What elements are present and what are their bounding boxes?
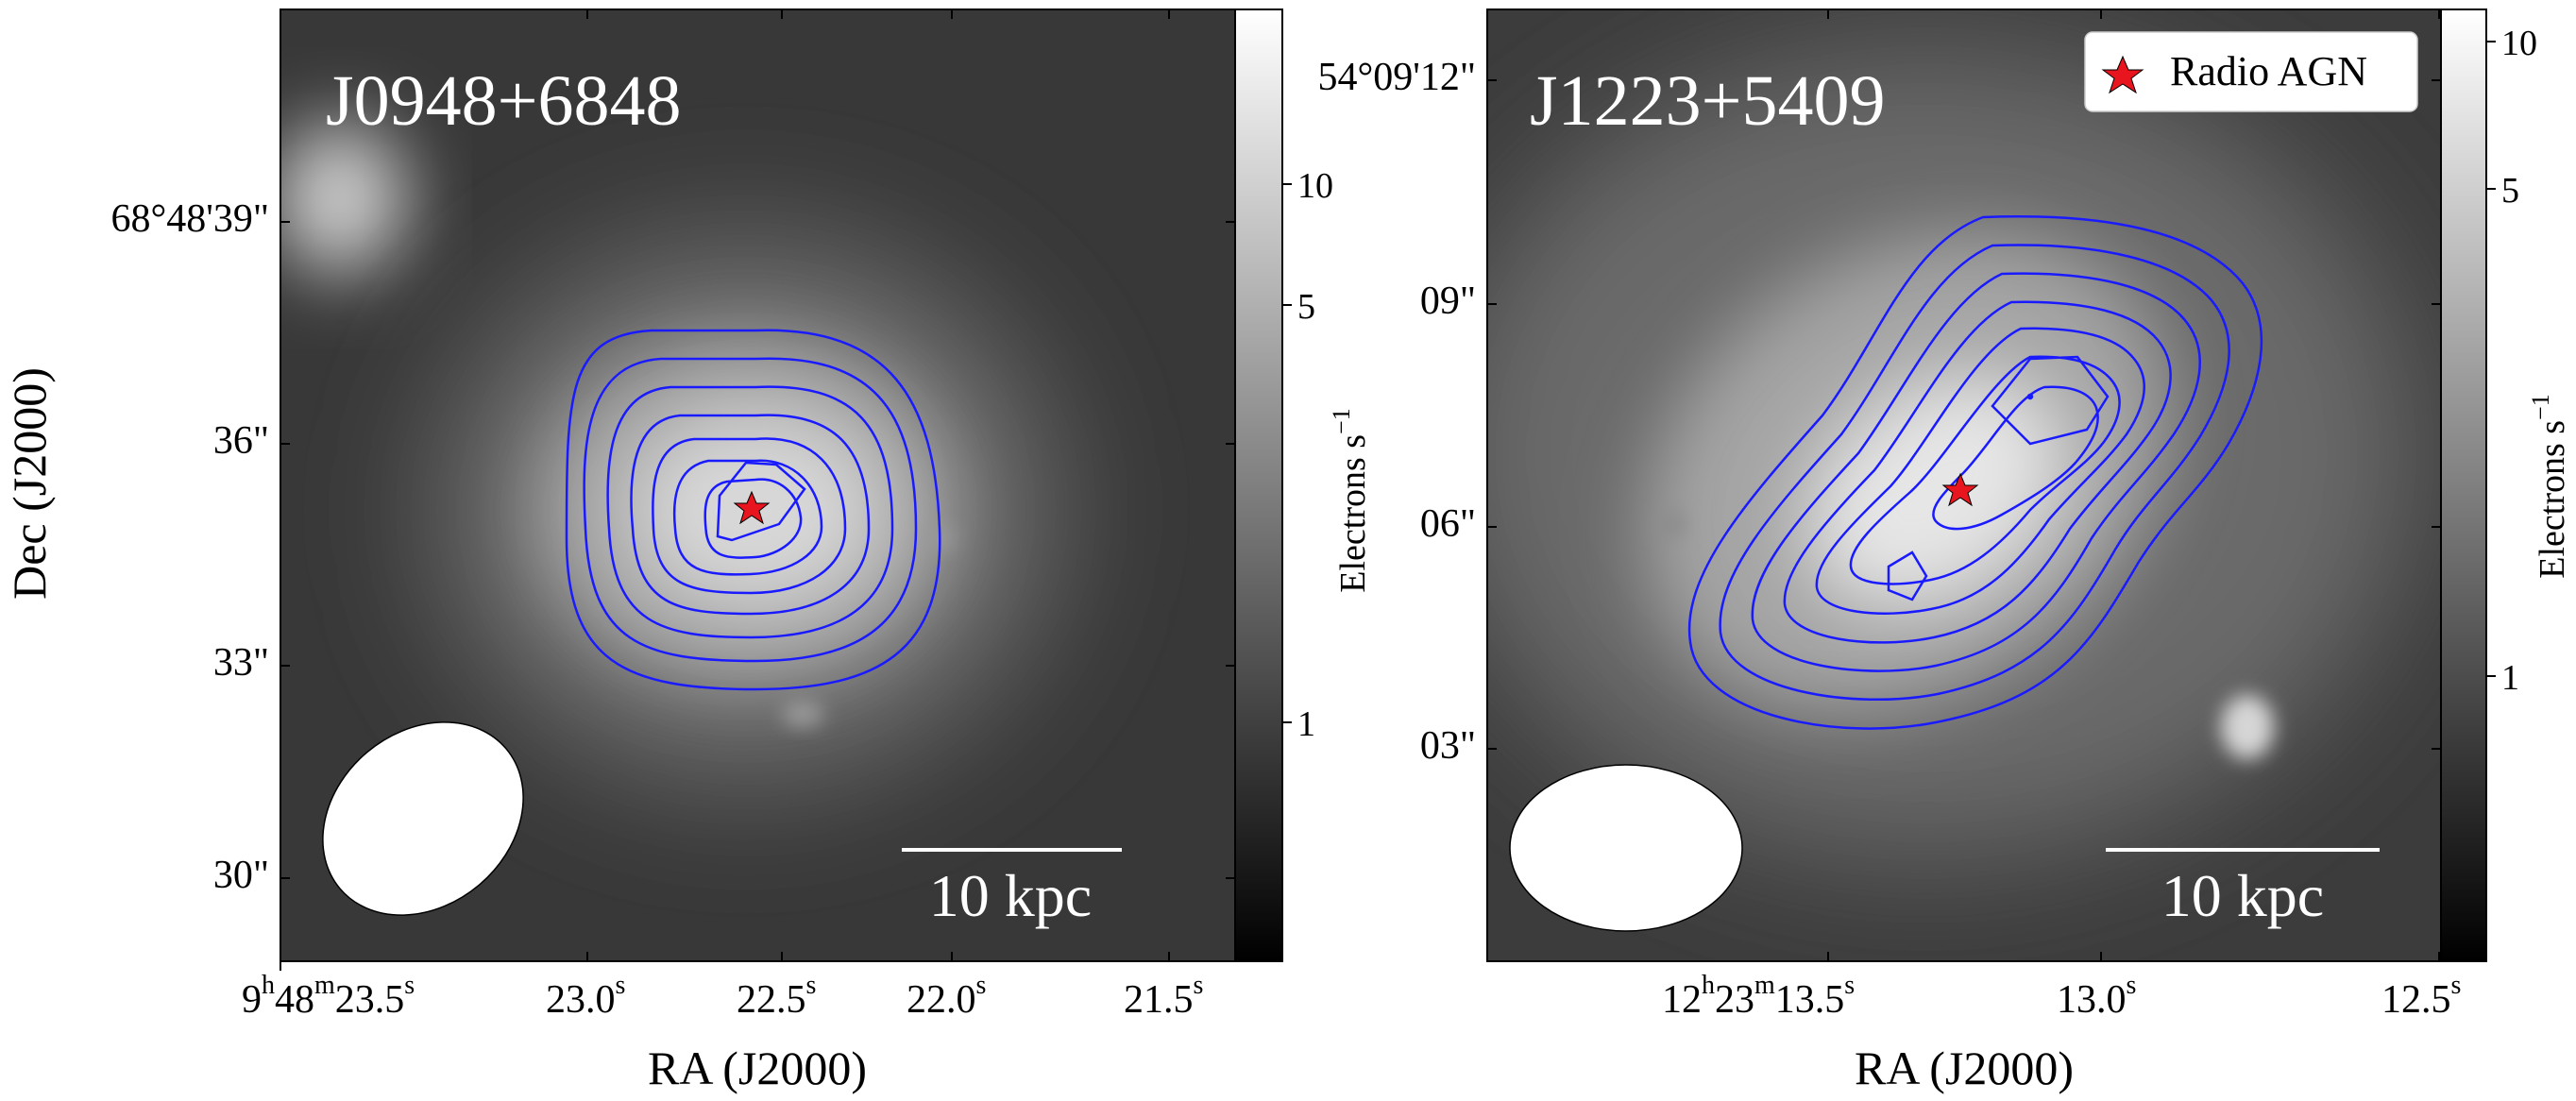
panel-1: 10 kpc J0948+6848 68°48'39" (3, 8, 1373, 1094)
panel-2-radio-contours (1687, 215, 2263, 730)
panel-1-radio-agn-marker (733, 490, 771, 525)
panel-2-x-tick: 12h23m13.5s (1662, 971, 1855, 1022)
panel-1-beam-ellipse (322, 721, 524, 916)
panel-1-x-tick: 22.0s (907, 971, 986, 1022)
legend: Radio AGN (2084, 31, 2418, 112)
panel-2-y-tick: 06" (1420, 502, 1476, 546)
panel-2-colorbar-tick: 5 (2501, 171, 2519, 211)
panel-2-x-label: RA (J2000) (1855, 1042, 2074, 1094)
panel-1-x-tick: 23.0s (546, 971, 625, 1022)
y-axis-label: Dec (J2000) (3, 367, 56, 600)
panel-1-colorbar-tick: 1 (1297, 704, 1315, 744)
panel-2-y-tick: 09" (1420, 279, 1476, 323)
panel-1-title: J0948+6848 (326, 61, 681, 141)
panel-2-title: J1223+5409 (1530, 61, 1885, 141)
panel-2-colorbar-tick: 1 (2501, 658, 2519, 698)
panel-1-x-tick: 21.5s (1124, 971, 1203, 1022)
panel-1-x-tick: 9h48m23.5s (242, 971, 415, 1022)
panel-1-x-label: RA (J2000) (648, 1042, 867, 1094)
panel-2-scalebar-label: 10 kpc (2161, 862, 2324, 929)
panel-2-colorbar-tick: 10 (2501, 24, 2537, 63)
panel-2-colorbar: 10 5 1 Electrons s−1 (2440, 8, 2572, 962)
panel-1-colorbar: 10 5 1 Electrons s−1 (1234, 8, 1373, 962)
panel-1-colorbar-tick: 10 (1297, 166, 1333, 206)
panel-1-y-tick: 33" (213, 641, 269, 685)
panel-2-y-tick: 03" (1420, 724, 1476, 768)
panel-1-y-tick: 68°48'39" (110, 197, 269, 241)
legend-marker (2101, 55, 2144, 94)
panel-1-y-tick: 30" (213, 854, 269, 897)
panel-1-image: 10 kpc J0948+6848 (280, 9, 1235, 961)
panel-1-colorbar-tick: 5 (1297, 287, 1315, 327)
panel-2-x-tick: 13.0s (2057, 971, 2136, 1022)
panel-2-y-tick: 54°09'12" (1317, 56, 1476, 99)
panel-1-scalebar-label: 10 kpc (929, 862, 1092, 929)
panel-2: 10 kpc J1223+5409 Radio AGN (1317, 8, 2572, 1094)
panel-2-radio-agn-marker (1941, 472, 1979, 507)
panel-1-radio-contours (565, 329, 941, 691)
panel-1-x-tick: 22.5s (737, 971, 816, 1022)
panel-2-beam-ellipse (1509, 764, 1743, 932)
panel-2-image: 10 kpc J1223+5409 Radio AGN (1487, 9, 2441, 961)
panel-1-colorbar-label: Electrons s−1 (1328, 408, 1373, 592)
panel-1-y-tick: 36" (213, 419, 269, 463)
panel-2-colorbar-label: Electrons s−1 (2527, 394, 2572, 578)
panel-2-x-tick: 12.5s (2381, 971, 2461, 1022)
legend-label: Radio AGN (2170, 48, 2367, 94)
